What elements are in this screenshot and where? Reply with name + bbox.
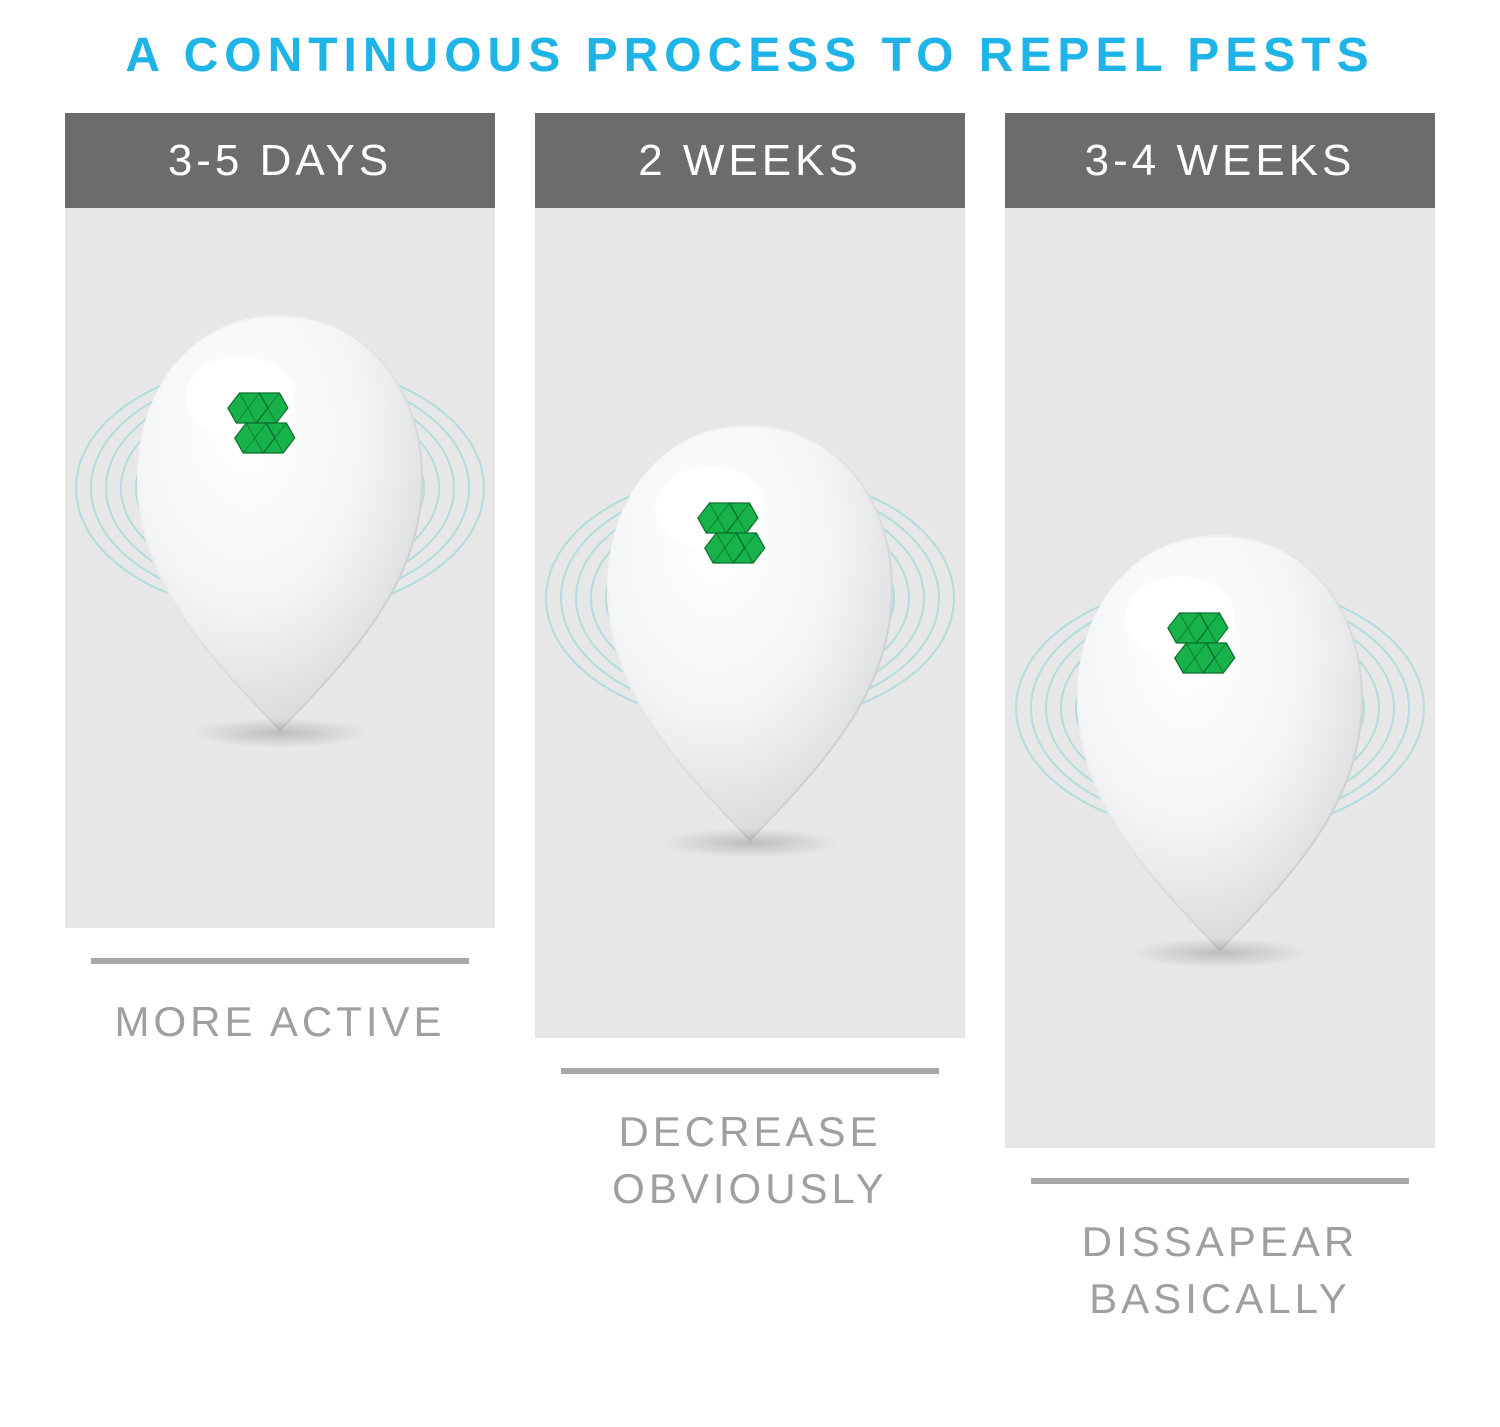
caption-line: OBVIOUSLY (612, 1161, 888, 1218)
stage-panel-3 (1005, 208, 1435, 1148)
stage-column-2: 2 WEEKS (535, 113, 965, 1327)
stage-header-1: 3-5 DAYS (65, 113, 495, 208)
page-title: A CONTINUOUS PROCESS TO REPEL PESTS (0, 0, 1500, 113)
stage-column-1: 3-5 DAYS (65, 113, 495, 1327)
device-shadow (190, 718, 370, 748)
stage-panel-2 (535, 208, 965, 1038)
led-indicator-icon (220, 388, 310, 468)
device-shadow (1130, 938, 1310, 968)
stage-column-3: 3-4 WEEKS (1005, 113, 1435, 1327)
stage-panel-1 (65, 208, 495, 928)
device-shadow (660, 828, 840, 858)
columns-container: 3-5 DAYS (0, 113, 1500, 1327)
divider-1 (91, 958, 469, 964)
device-2 (540, 398, 960, 878)
divider-3 (1031, 1178, 1409, 1184)
led-indicator-icon (690, 498, 780, 578)
divider-2 (561, 1068, 939, 1074)
caption-line: DISSAPEAR (1082, 1214, 1358, 1271)
stage-header-2: 2 WEEKS (535, 113, 965, 208)
stage-header-3: 3-4 WEEKS (1005, 113, 1435, 208)
device-3 (1010, 508, 1430, 988)
device-1 (70, 288, 490, 768)
repeller-device-icon (130, 308, 430, 738)
led-indicator-icon (1160, 608, 1250, 688)
stage-caption-3: DISSAPEAR BASICALLY (1082, 1214, 1358, 1327)
repeller-device-icon (600, 418, 900, 848)
caption-line: BASICALLY (1082, 1271, 1358, 1328)
caption-line: DECREASE (612, 1104, 888, 1161)
repeller-device-icon (1070, 528, 1370, 958)
stage-caption-2: DECREASE OBVIOUSLY (612, 1104, 888, 1217)
caption-line: MORE ACTIVE (114, 994, 445, 1051)
stage-caption-1: MORE ACTIVE (114, 994, 445, 1051)
